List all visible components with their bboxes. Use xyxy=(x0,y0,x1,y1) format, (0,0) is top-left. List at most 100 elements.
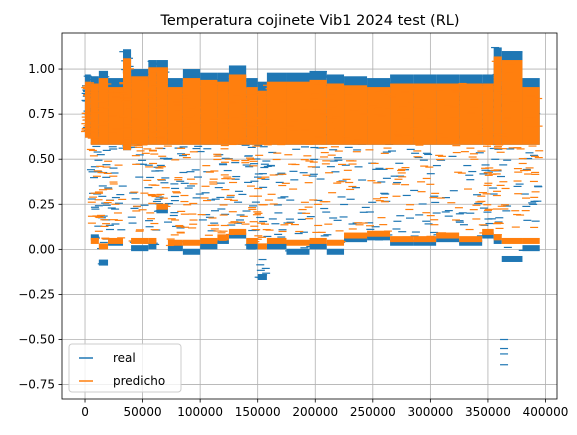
data-low-cluster-predicho xyxy=(167,239,183,246)
axes-frame xyxy=(61,32,558,400)
data-band-predicho xyxy=(131,76,149,145)
data-low-cluster-real xyxy=(167,245,183,252)
data-band-predicho xyxy=(246,87,258,145)
data-low-cluster-real xyxy=(367,234,391,241)
y-tick-label: 1.00 xyxy=(28,62,55,76)
data-band-predicho xyxy=(309,79,327,145)
data-low-cluster-real xyxy=(246,243,258,250)
data-low-cluster-real xyxy=(257,274,267,281)
data-band-predicho xyxy=(344,85,368,145)
data-low-cluster-real xyxy=(200,243,218,250)
data-band-predicho xyxy=(148,67,157,145)
data-low-cluster-predicho xyxy=(344,232,368,239)
data-low-cluster-predicho xyxy=(390,236,414,243)
data-low-cluster-real xyxy=(90,234,99,241)
data-low-cluster-real xyxy=(413,239,437,246)
data-low-cluster-predicho xyxy=(148,237,157,244)
data-low-cluster-predicho xyxy=(85,131,91,138)
data-low-cluster-predicho xyxy=(309,237,327,244)
y-tick-label: 0.25 xyxy=(28,197,55,211)
data-low-cluster-predicho xyxy=(90,237,99,244)
data-low-cluster-predicho xyxy=(200,237,218,244)
data-band-predicho xyxy=(228,74,247,145)
data-low-cluster-predicho xyxy=(522,237,540,244)
data-low-cluster-predicho xyxy=(286,239,310,246)
legend: real predicho xyxy=(68,343,182,393)
legend-label-predicho: predicho xyxy=(113,374,165,388)
data-low-cluster-real xyxy=(459,239,483,246)
data-band-predicho xyxy=(156,67,168,145)
x-tick-label: 250000 xyxy=(350,405,396,419)
legend-label-real: real xyxy=(113,351,136,365)
x-tick-label: 100000 xyxy=(177,405,223,419)
x-tick-label: 300000 xyxy=(407,405,453,419)
data-low-cluster-predicho xyxy=(367,230,391,237)
data-band-predicho xyxy=(167,87,183,145)
data-band-predicho xyxy=(266,81,287,145)
data-band-predicho xyxy=(98,78,109,145)
data-low-cluster-predicho xyxy=(123,144,132,151)
series-predicho xyxy=(81,56,544,250)
data-band-predicho xyxy=(182,78,201,145)
data-low-cluster-predicho xyxy=(326,239,345,246)
axis-ticks: 0 50000 100000 150000 200000 250000 300000 3500… xyxy=(18,62,568,419)
data-low-cluster-predicho xyxy=(131,237,149,244)
data-low-cluster-real xyxy=(344,236,368,243)
data-low-cluster-real xyxy=(501,255,523,262)
data-band-predicho xyxy=(217,81,229,145)
data-band-predicho xyxy=(413,83,437,145)
x-tick-label: 0 xyxy=(81,405,89,419)
data-low-cluster-real xyxy=(131,245,149,252)
data-low-cluster-real xyxy=(326,248,345,255)
x-tick-label: 150000 xyxy=(235,405,281,419)
data-low-cluster-real xyxy=(228,232,247,239)
y-tick-label: −0.50 xyxy=(18,333,55,347)
x-tick-label: 50000 xyxy=(123,405,161,419)
data-low-cluster-predicho xyxy=(182,239,201,246)
x-tick-label: 200000 xyxy=(292,405,338,419)
data-low-cluster-predicho xyxy=(217,234,229,241)
data-band-predicho xyxy=(390,83,414,145)
data-low-cluster-real xyxy=(156,207,168,214)
x-tick-label: 350000 xyxy=(465,405,511,419)
plot-data xyxy=(81,46,544,366)
data-low-cluster-real xyxy=(390,239,414,246)
data-low-cluster-predicho xyxy=(266,237,287,244)
data-low-cluster-predicho xyxy=(98,243,109,250)
data-low-cluster-real xyxy=(309,243,327,250)
y-tick-label: −0.75 xyxy=(18,378,55,392)
data-low-cluster-real xyxy=(482,232,494,239)
data-band-predicho xyxy=(501,60,523,145)
data-low-cluster-predicho xyxy=(436,232,460,239)
data-low-cluster-real xyxy=(98,259,109,266)
data-low-cluster-predicho xyxy=(228,228,247,235)
data-band-predicho xyxy=(90,83,99,145)
data-band-predicho xyxy=(493,56,502,145)
data-low-cluster-predicho xyxy=(493,234,502,241)
data-band-predicho xyxy=(436,83,460,145)
data-low-cluster-real xyxy=(522,245,540,252)
data-low-cluster-predicho xyxy=(459,236,483,243)
data-low-cluster-predicho xyxy=(156,203,168,210)
data-low-cluster-real xyxy=(182,248,201,255)
y-tick-label: 0.50 xyxy=(28,152,55,166)
data-low-cluster-real xyxy=(266,243,287,250)
legend-box xyxy=(68,343,182,393)
data-low-cluster-real xyxy=(436,236,460,243)
y-tick-label: 0.00 xyxy=(28,242,55,256)
data-low-cluster-predicho xyxy=(257,243,267,250)
data-band-predicho xyxy=(326,83,345,145)
y-tick-label: −0.25 xyxy=(18,287,55,301)
data-low-cluster-predicho xyxy=(501,237,523,244)
x-tick-label: 400000 xyxy=(523,405,569,419)
data-low-cluster-real xyxy=(493,237,502,244)
data-band-predicho xyxy=(200,79,218,145)
data-low-cluster-real xyxy=(286,248,310,255)
data-low-cluster-predicho xyxy=(246,237,258,244)
chart-title: Temperatura cojinete Vib1 2024 test (RL) xyxy=(159,13,459,29)
data-low-cluster-real xyxy=(217,237,229,244)
data-band-predicho xyxy=(286,81,310,145)
data-low-cluster-predicho xyxy=(482,228,494,235)
data-low-cluster-predicho xyxy=(108,237,124,244)
data-low-cluster-predicho xyxy=(413,236,437,243)
